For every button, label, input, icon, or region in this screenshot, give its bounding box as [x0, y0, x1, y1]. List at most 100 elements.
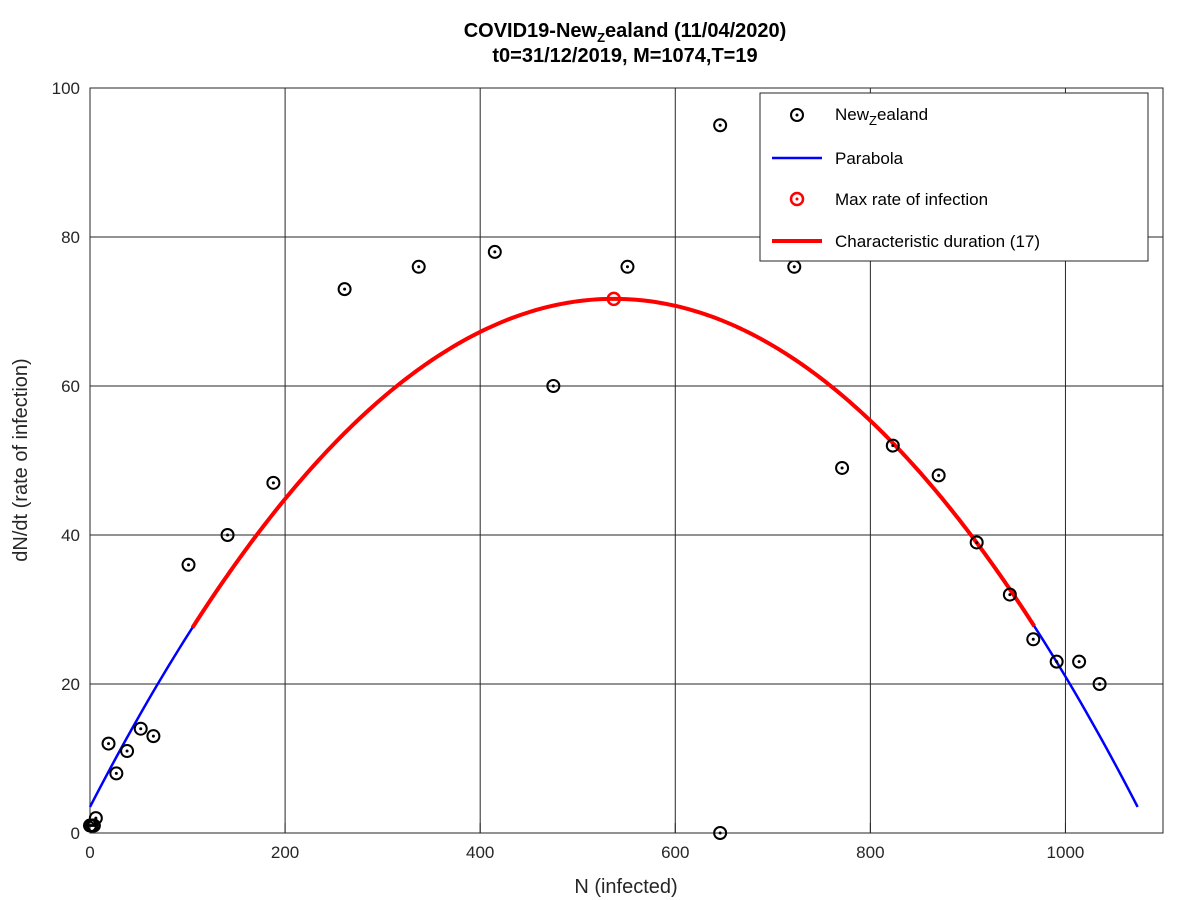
data-point-center: [718, 831, 722, 835]
legend-marker-points: [790, 108, 804, 122]
data-point-center: [94, 816, 98, 820]
x-tick-label: 1000: [1047, 843, 1085, 862]
data-point-ring: [181, 557, 196, 572]
data-point: [101, 736, 116, 751]
data-point: [1072, 654, 1087, 669]
chart-title: COVID19-NewZealand (11/04/2020): [464, 20, 787, 45]
data-point-ring: [1092, 677, 1107, 691]
y-tick-label: 100: [52, 79, 80, 98]
max-rate-point-ring: [606, 291, 622, 307]
data-point-ring: [713, 118, 728, 133]
data-points: [83, 118, 1107, 840]
data-point: [931, 468, 946, 483]
data-point: [411, 259, 426, 274]
data-point-center: [718, 123, 722, 127]
data-point: [1049, 654, 1064, 669]
data-point: [120, 744, 135, 759]
data-point-ring: [86, 818, 101, 833]
data-point-center: [151, 734, 155, 738]
data-point: [88, 811, 103, 826]
y-tick-label: 20: [61, 675, 80, 694]
data-point-ring: [220, 528, 235, 542]
data-point: [181, 557, 196, 572]
data-point-center: [840, 466, 844, 470]
data-point-center: [107, 742, 111, 746]
data-point-center: [226, 533, 230, 537]
y-tick-label: 0: [71, 824, 80, 843]
data-point: [546, 379, 561, 393]
data-point-center: [792, 265, 796, 269]
legend-label-duration: Characteristic duration (17): [835, 232, 1040, 251]
data-point-center: [493, 250, 497, 254]
x-tick-label: 200: [271, 843, 299, 862]
data-point-ring: [1002, 587, 1017, 602]
data-point: [835, 460, 850, 475]
data-point: [266, 475, 281, 490]
data-point-center: [417, 265, 421, 269]
max-rate-point-center: [612, 297, 616, 301]
data-point: [713, 118, 728, 133]
data-point-center: [551, 384, 555, 388]
data-point: [337, 282, 352, 297]
data-point-ring: [885, 438, 900, 453]
data-point-ring: [1049, 654, 1064, 669]
data-point-center: [1008, 593, 1012, 597]
data-point: [969, 535, 984, 550]
y-tick-label: 60: [61, 377, 80, 396]
data-point-center: [1031, 637, 1035, 641]
data-point-ring: [337, 282, 352, 297]
max-rate-marker: [606, 291, 622, 307]
data-point: [885, 438, 900, 453]
data-point-ring: [620, 259, 635, 274]
legend-label-parabola: Parabola: [835, 149, 904, 168]
plot-area: [83, 118, 1139, 840]
data-point-ring: [546, 379, 561, 393]
data-point-ring: [931, 468, 946, 483]
y-tick-labels: 0 20 40 60 80 100: [52, 79, 80, 843]
data-point: [713, 826, 728, 840]
data-point-ring: [88, 811, 103, 826]
data-point-center: [1077, 660, 1081, 664]
data-point-ring: [713, 826, 728, 840]
legend-box: [759, 92, 1149, 262]
data-point-ring: [120, 744, 135, 759]
data-point-center: [891, 444, 895, 448]
data-point-center: [114, 771, 118, 775]
data-point: [133, 721, 148, 736]
data-point-ring: [411, 259, 426, 274]
chart-subtitle: t0=31/12/2019, M=1074,T=19: [492, 45, 757, 67]
x-tick-label: 0: [85, 843, 94, 862]
x-tick-labels: 0 200 400 600 800 1000: [85, 843, 1084, 862]
y-tick-label: 80: [61, 228, 80, 247]
data-point: [220, 528, 235, 542]
data-point-ring: [109, 766, 124, 781]
data-point: [109, 766, 124, 781]
y-axis-label: dN/dt (rate of infection): [10, 358, 32, 561]
x-tick-label: 600: [661, 843, 689, 862]
y-tick-label: 40: [61, 526, 80, 545]
data-point-ring: [969, 535, 984, 550]
data-point: [487, 244, 502, 259]
data-point-center: [975, 540, 979, 544]
legend: NewZealand Parabola Max rate of infectio…: [759, 92, 1149, 262]
data-point-ring: [133, 721, 148, 736]
data-point: [620, 259, 635, 274]
data-point-ring: [487, 244, 502, 259]
legend-label-max-rate: Max rate of infection: [835, 190, 988, 209]
data-point-center: [343, 287, 347, 291]
data-point-ring: [266, 475, 281, 490]
data-point-ring: [1026, 632, 1041, 647]
data-point: [146, 729, 161, 744]
data-point-center: [187, 563, 191, 567]
legend-marker-max-rate: [789, 191, 805, 207]
data-point-center: [271, 481, 275, 485]
data-point-center: [1055, 660, 1059, 664]
data-point: [1026, 632, 1041, 647]
data-point-ring: [146, 729, 161, 744]
data-point: [1092, 677, 1107, 691]
data-point: [1002, 587, 1017, 602]
data-point-center: [139, 727, 143, 731]
data-point-center: [937, 473, 941, 477]
data-point-ring: [1072, 654, 1087, 669]
